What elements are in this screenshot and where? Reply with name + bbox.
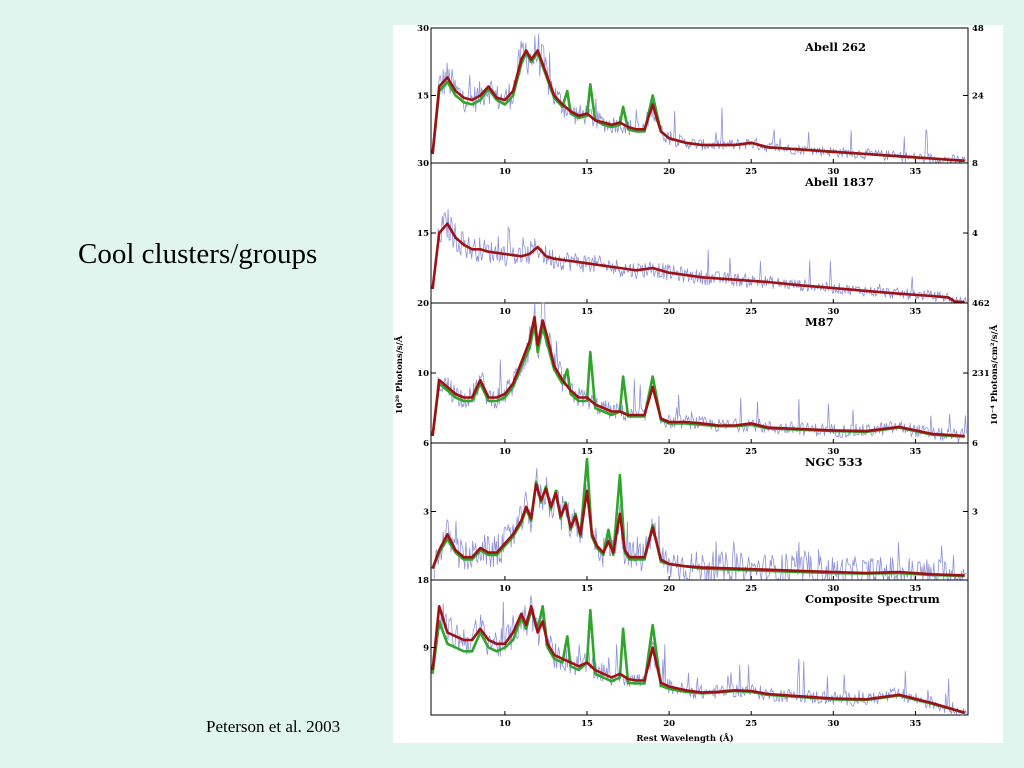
ytick-label-left-composite-spectrum-1: 9 (423, 644, 429, 654)
xtick-label-abell-262-4: 30 (827, 167, 839, 177)
xtick-label-abell-1837-5: 35 (910, 307, 922, 317)
model-fit-line-abell-262 (431, 49, 965, 163)
xtick-label-abell-262-0: 10 (499, 167, 511, 177)
xtick-label-m87-3: 25 (745, 447, 757, 457)
panel-label-ngc-533: NGC 533 (805, 455, 863, 469)
ytick-label-left-abell-262-1: 15 (417, 92, 429, 102)
xtick-label-composite-spectrum-5: 35 (910, 719, 922, 729)
slide-title: Cool clusters/groups (78, 238, 318, 270)
data-trace-abell-1837 (433, 209, 967, 304)
xtick-label-ngc-533-3: 25 (745, 584, 757, 594)
xtick-label-abell-1837-2: 20 (663, 307, 675, 317)
panel-label-abell-1837: Abell 1837 (804, 175, 874, 189)
citation: Peterson et al. 2003 (206, 717, 341, 736)
ytick-label-right-ngc-533-0: 6 (972, 439, 978, 449)
model-full-line-ngc-533 (431, 457, 965, 578)
ytick-label-left-ngc-533-0: 6 (423, 439, 429, 449)
ytick-label-right-abell-1837-1: 4 (972, 229, 978, 239)
xtick-label-abell-262-2: 20 (663, 167, 675, 177)
ytick-label-left-m87-0: 20 (417, 299, 429, 309)
xtick-label-m87-4: 30 (827, 447, 839, 457)
model-fit-line-ngc-533 (431, 482, 965, 577)
xtick-label-abell-1837-1: 15 (581, 307, 593, 317)
ytick-label-left-m87-1: 10 (417, 369, 429, 379)
panel-frame-ngc-533 (430, 442, 969, 581)
xtick-label-ngc-533-1: 15 (581, 584, 593, 594)
xtick-label-composite-spectrum-4: 30 (827, 719, 839, 729)
data-trace-ngc-533 (433, 468, 967, 582)
xtick-label-ngc-533-5: 35 (910, 584, 922, 594)
spectra-chart: 30 15 48 24 10 15 20 25 30 35 Abell 262 30 15 8 4 10 15 2… (393, 25, 1000, 743)
ytick-label-right-abell-262-0: 48 (972, 25, 984, 34)
x-axis-label: Rest Wavelength (Å) (636, 732, 733, 743)
spectra-figure: 30 15 48 24 10 15 20 25 30 35 Abell 262 30 15 8 4 10 15 2… (393, 25, 1003, 743)
xtick-label-ngc-533-4: 30 (827, 584, 839, 594)
xtick-label-abell-262-5: 35 (910, 167, 922, 177)
ytick-label-right-m87-0: 462 (972, 299, 990, 309)
ytick-label-left-composite-spectrum-0: 18 (417, 576, 429, 586)
xtick-label-composite-spectrum-3: 25 (745, 719, 757, 729)
xtick-label-abell-262-3: 25 (745, 167, 757, 177)
panel-label-m87: M87 (805, 315, 834, 329)
ytick-label-left-abell-262-0: 30 (417, 25, 429, 34)
xtick-label-composite-spectrum-1: 15 (581, 719, 593, 729)
ytick-label-right-abell-1837-0: 8 (972, 159, 978, 169)
model-fit-line-m87 (431, 315, 965, 438)
xtick-label-m87-0: 10 (499, 447, 511, 457)
xtick-label-abell-1837-4: 30 (827, 307, 839, 317)
data-trace-composite-spectrum (433, 595, 967, 716)
xtick-label-abell-262-1: 15 (581, 167, 593, 177)
ytick-label-right-abell-262-1: 24 (972, 92, 984, 102)
panel-label-composite-spectrum: Composite Spectrum (805, 592, 940, 606)
panel-label-abell-262: Abell 262 (804, 40, 866, 54)
xtick-label-ngc-533-2: 20 (663, 584, 675, 594)
xtick-label-composite-spectrum-2: 20 (663, 719, 675, 729)
y-axis-label-left: 10²⁰ Photons/s/Å (393, 335, 405, 414)
ytick-label-left-abell-1837-1: 15 (417, 229, 429, 239)
panel-frame-abell-1837 (430, 162, 969, 304)
model-fit-line-composite-spectrum (431, 605, 966, 715)
ytick-label-right-m87-1: 231 (972, 369, 990, 379)
xtick-label-abell-1837-0: 10 (499, 307, 511, 317)
xtick-label-m87-5: 35 (910, 447, 922, 457)
xtick-label-abell-1837-3: 25 (745, 307, 757, 317)
xtick-label-m87-2: 20 (663, 447, 675, 457)
model-fit-line-abell-1837 (431, 222, 965, 304)
data-trace-abell-262 (433, 33, 967, 165)
y-axis-label-right: 10⁻⁴ Photons/cm²/s/Å (988, 324, 1000, 425)
xtick-label-m87-1: 15 (581, 447, 593, 457)
data-trace-m87 (433, 302, 967, 443)
ytick-label-right-ngc-533-1: 3 (972, 508, 978, 518)
xtick-label-composite-spectrum-0: 10 (499, 719, 511, 729)
xtick-label-ngc-533-0: 10 (499, 584, 511, 594)
ytick-label-left-abell-1837-0: 30 (417, 159, 429, 169)
ytick-label-left-ngc-533-1: 3 (423, 508, 429, 518)
